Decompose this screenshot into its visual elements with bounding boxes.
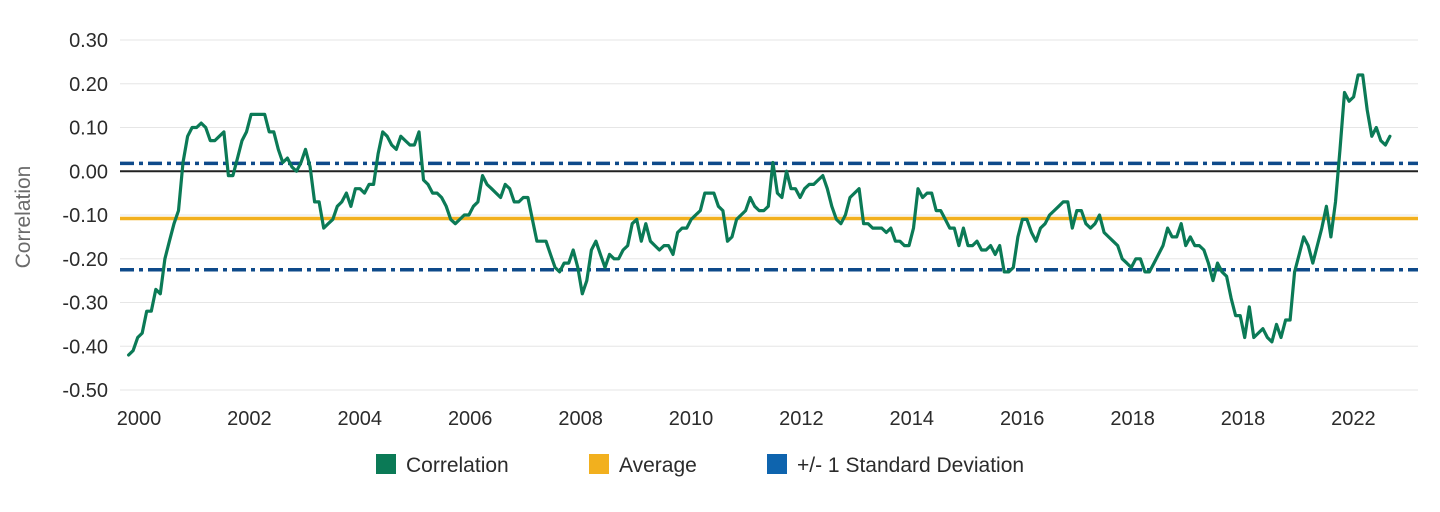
y-tick-label: -0.40 bbox=[62, 336, 108, 358]
legend-swatch bbox=[767, 454, 787, 474]
y-tick-label: -0.10 bbox=[62, 205, 108, 227]
legend-swatch bbox=[376, 454, 396, 474]
series-layer bbox=[127, 73, 1392, 357]
x-tick-label: 2022 bbox=[1331, 408, 1376, 430]
y-tick-label: 0.30 bbox=[69, 30, 108, 52]
x-tick-label: 2012 bbox=[779, 408, 824, 430]
y-axis-title: Correlation bbox=[12, 166, 35, 269]
legend: Correlation Average +/- 1 Standard Deviati… bbox=[376, 454, 1024, 477]
x-tick-label: 2006 bbox=[448, 408, 493, 430]
x-axis: 2000 2002 2004 2006 2008 2010 2012 2014 2016 2018… bbox=[117, 408, 1376, 430]
legend-label: +/- 1 Standard Deviation bbox=[797, 454, 1024, 477]
x-tick-label: 2002 bbox=[227, 408, 272, 430]
x-tick-label: 2018 bbox=[1221, 408, 1266, 430]
x-tick-label: 2008 bbox=[558, 408, 603, 430]
x-tick-label: 2014 bbox=[890, 408, 935, 430]
x-tick-label: 2016 bbox=[1000, 408, 1045, 430]
x-tick-label: 2010 bbox=[669, 408, 714, 430]
legend-item: +/- 1 Standard Deviation bbox=[767, 454, 1024, 477]
y-axis: 0.30 0.20 0.10 0.00 -0.10 -0.20 -0.30 -0.40 -0.5… bbox=[62, 30, 108, 402]
legend-label: Average bbox=[619, 454, 697, 477]
x-tick-label: 2000 bbox=[117, 408, 162, 430]
legend-label: Correlation bbox=[406, 454, 509, 477]
legend-item: Correlation bbox=[376, 454, 509, 477]
legend-swatch bbox=[589, 454, 609, 474]
gridlines bbox=[120, 39, 1418, 391]
x-tick-label: 2018 bbox=[1110, 408, 1155, 430]
x-tick-label: 2004 bbox=[338, 408, 383, 430]
y-tick-label: 0.00 bbox=[69, 161, 108, 183]
legend-item: Average bbox=[589, 454, 697, 477]
y-tick-label: 0.20 bbox=[69, 74, 108, 96]
y-tick-label: -0.30 bbox=[62, 293, 108, 315]
y-tick-label: -0.20 bbox=[62, 249, 108, 271]
series-line-correlation bbox=[127, 73, 1392, 357]
y-tick-label: 0.10 bbox=[69, 118, 108, 140]
reference-lines bbox=[120, 161, 1418, 272]
y-tick-label: -0.50 bbox=[62, 380, 108, 402]
